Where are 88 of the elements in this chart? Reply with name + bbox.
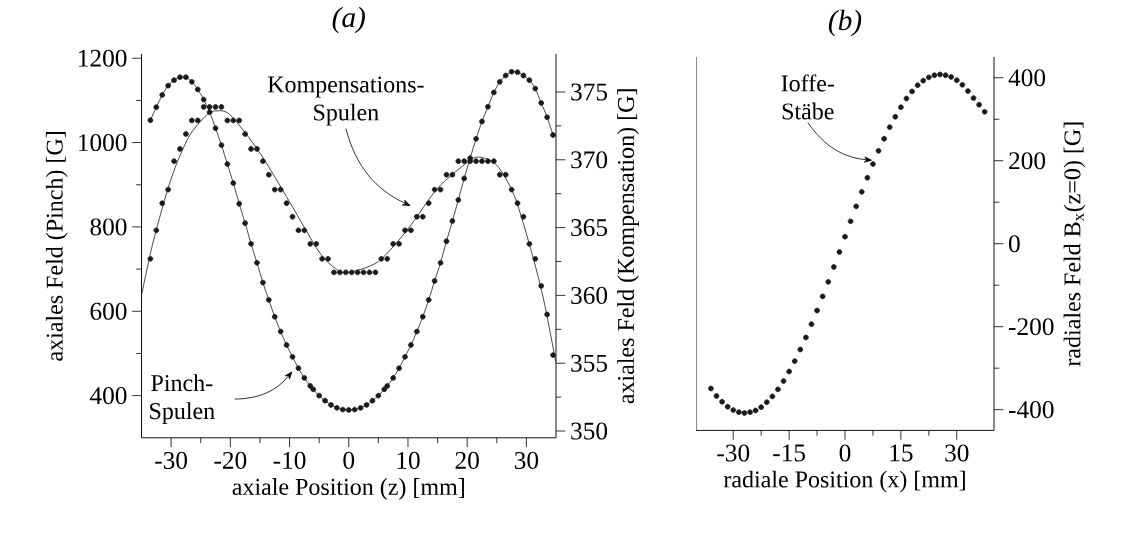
x-tick-label: 30 (945, 444, 969, 462)
point (853, 203, 859, 210)
point (864, 174, 871, 181)
y-axis-title: axiales Feld (Pinch) [G] (45, 132, 68, 361)
y-axis-title: radiales Feld B$_{x}$(z=0) [G] (1063, 122, 1086, 367)
point (898, 104, 904, 111)
point (875, 147, 882, 154)
chart-title: (b) (828, 9, 862, 37)
point (836, 249, 843, 255)
point (970, 95, 977, 101)
x-tick-label: -30 (717, 444, 750, 462)
point (914, 82, 921, 89)
y2-tick-label: 360 (571, 286, 608, 304)
point (719, 398, 725, 405)
point (959, 82, 966, 88)
point (713, 393, 720, 399)
point (747, 409, 753, 415)
point (819, 293, 826, 300)
point (981, 108, 988, 115)
y2-tick-label: 370 (571, 151, 608, 169)
point (847, 218, 854, 225)
point (976, 101, 982, 108)
y-tick-label: 800 (90, 218, 127, 236)
x-tick-label: -15 (773, 444, 806, 462)
point (763, 399, 770, 405)
point (758, 404, 764, 410)
point (965, 88, 971, 94)
point (741, 410, 748, 416)
y2-tick-label: 375 (571, 83, 608, 101)
y-tick-label: 0 (1009, 235, 1020, 253)
point (808, 321, 815, 327)
x-tick-label: -10 (273, 451, 306, 469)
point (903, 95, 910, 102)
point (769, 393, 776, 400)
annotation: Kompensations-Spulen (267, 76, 424, 126)
point (886, 124, 893, 130)
point (803, 334, 809, 341)
x-tick-label: 15 (890, 444, 913, 462)
point (942, 72, 949, 79)
point (926, 74, 932, 81)
y2-tick-label: 350 (571, 422, 608, 440)
y2-tick-label: 365 (571, 219, 608, 237)
point (780, 378, 787, 384)
x-tick-label: -20 (214, 451, 247, 469)
point (724, 403, 731, 410)
x-tick-label: 20 (455, 451, 479, 469)
y-tick-label: 1200 (79, 49, 127, 67)
y-tick-label: 200 (1009, 152, 1046, 170)
y-tick-label: 400 (1008, 69, 1046, 87)
point (797, 346, 804, 353)
y2-axis-title: axiales Feld (Kompensation) [G] (617, 89, 639, 404)
point (825, 279, 832, 285)
y-tick-label: -200 (1008, 318, 1054, 336)
x-tick-label: 0 (343, 451, 355, 469)
point (842, 233, 848, 240)
annotation: Pinch-Spulen (150, 374, 215, 425)
point (752, 407, 759, 414)
y-tick-label: 600 (90, 302, 127, 320)
chart-title: (a) (332, 6, 365, 34)
point (948, 74, 954, 80)
point (775, 386, 781, 393)
point (730, 407, 737, 413)
x-axis-title: axiale Position (z) [mm] (232, 478, 464, 500)
x-tick-label: 10 (397, 451, 420, 469)
y-tick-label: 1000 (79, 134, 127, 152)
point (892, 113, 899, 120)
x-tick-label: -30 (155, 451, 188, 469)
annotation: Ioffe-Stäbe (781, 74, 835, 120)
point (881, 135, 887, 142)
y-tick-label: 400 (89, 387, 127, 405)
x-tick-label: 0 (839, 444, 851, 462)
point (953, 77, 960, 84)
point (831, 264, 837, 270)
x-tick-label: 30 (514, 451, 539, 469)
point (786, 368, 792, 375)
point (708, 385, 714, 392)
point (791, 358, 798, 364)
point (931, 72, 938, 79)
point (814, 307, 820, 314)
point (909, 88, 915, 95)
point (920, 77, 927, 84)
point (870, 161, 876, 167)
point (937, 71, 943, 78)
point (858, 189, 865, 195)
point (736, 409, 742, 415)
y-tick-label: -400 (1008, 401, 1054, 419)
y2-tick-label: 355 (571, 354, 608, 372)
x-axis-title: radiale Position (x) [mm] (723, 470, 965, 493)
